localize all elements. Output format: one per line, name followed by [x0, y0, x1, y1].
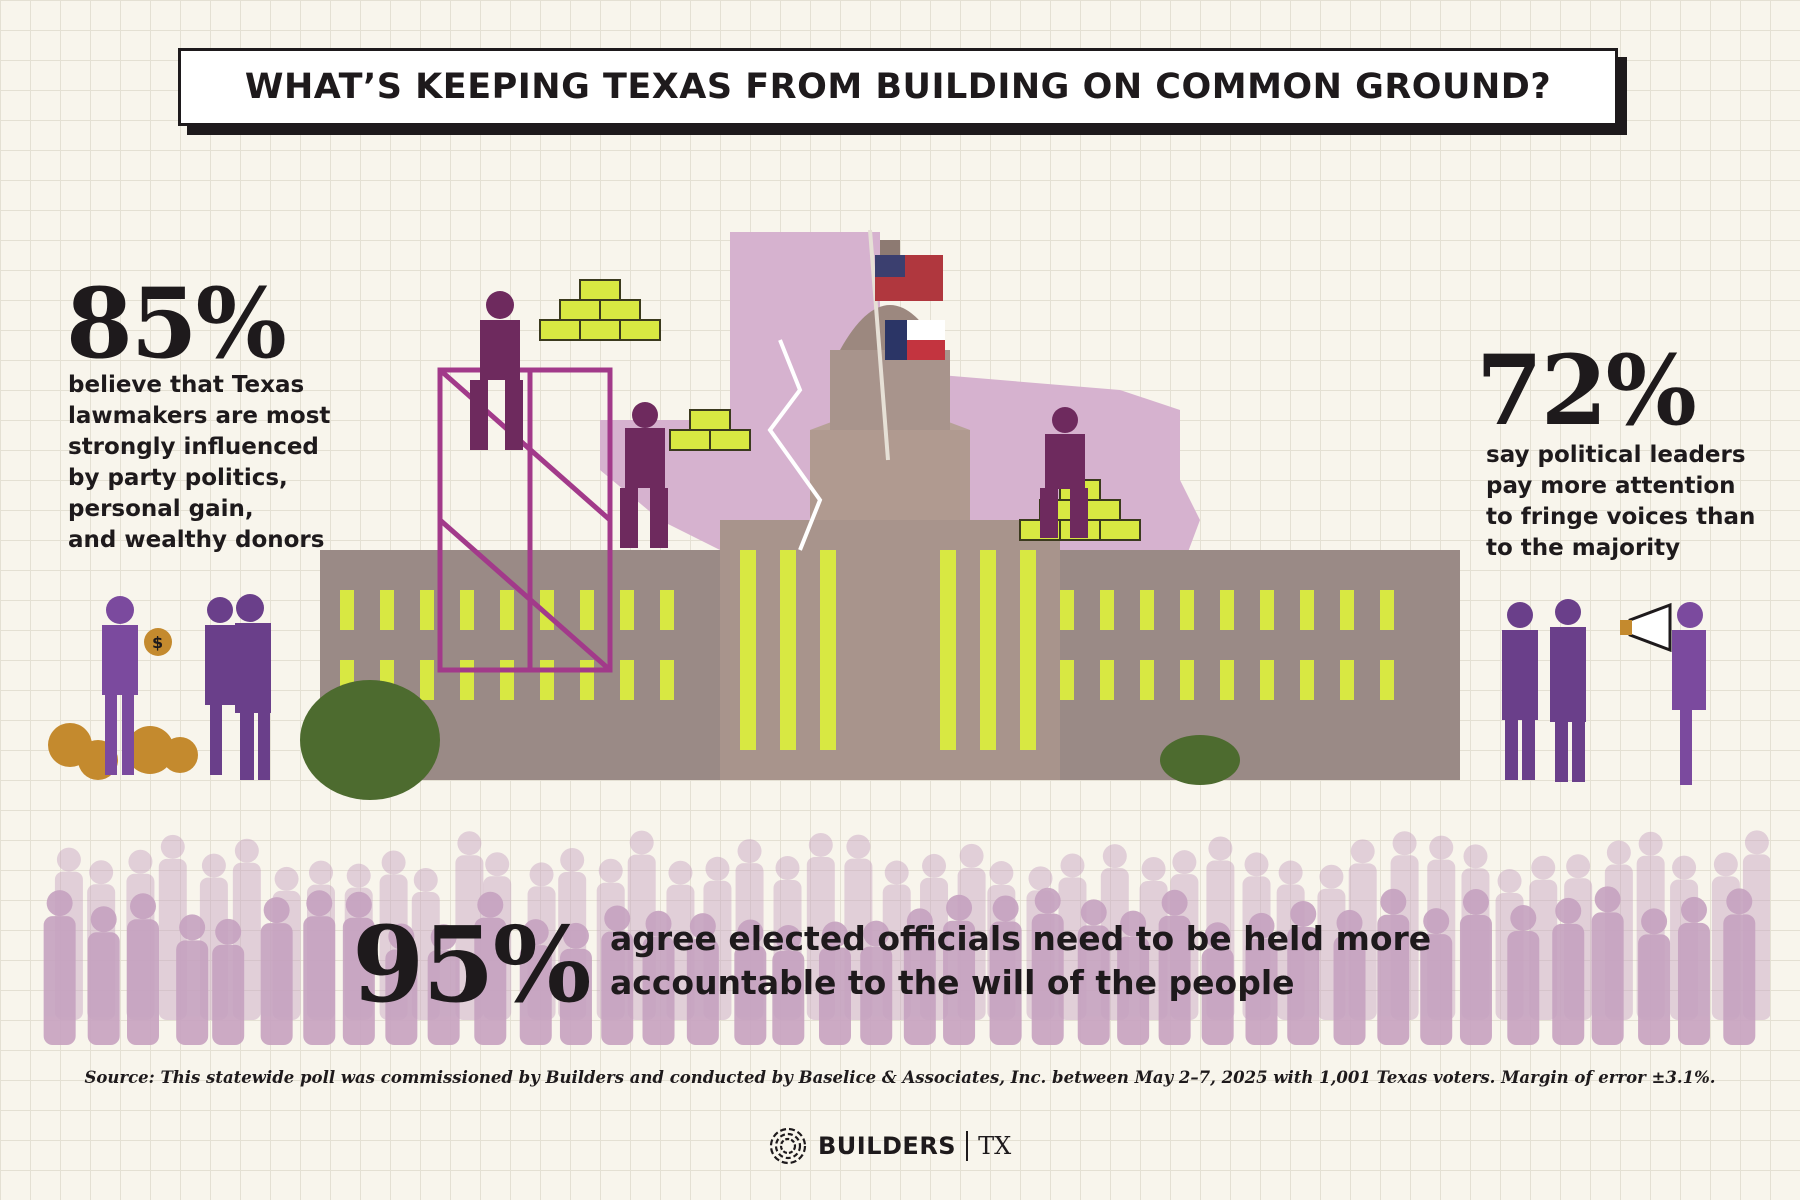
crowd-person: [342, 891, 375, 1045]
crowd-person: [1201, 922, 1234, 1045]
stat-85-line: lawmakers are most: [68, 403, 331, 429]
crowd-person: [1077, 899, 1110, 1045]
page-title: WHAT’S KEEPING TEXAS FROM BUILDING ON CO…: [244, 67, 1552, 107]
logo-divider: [966, 1131, 969, 1161]
capitol-drum: [830, 350, 950, 430]
crowd-person: [860, 920, 893, 1045]
builders-swirl-icon: [769, 1127, 807, 1165]
crowd-person: [1420, 908, 1453, 1045]
crowd-person: [1117, 910, 1150, 1045]
fringe-voices-illustration: [1502, 599, 1706, 785]
crowd-person: [87, 906, 120, 1045]
brand-region: TX: [978, 1132, 1012, 1160]
capitol-portico: [810, 430, 970, 520]
trees-left: [300, 680, 440, 800]
crowd-person: [1723, 888, 1756, 1045]
stat-85-value: 85%: [66, 267, 287, 380]
brick-stack-left: [539, 279, 661, 341]
stat-95-line: accountable to the will of the people: [610, 963, 1295, 1002]
stat-72-value: 72%: [1476, 334, 1697, 447]
crowd-person: [601, 905, 634, 1045]
stat-85-line: and wealthy donors: [68, 527, 325, 553]
woman-with-money: [102, 596, 138, 775]
crowd-person: [1507, 905, 1540, 1045]
crowd-person: [1287, 900, 1320, 1045]
crowd-person: [772, 924, 805, 1045]
crowd-person: [385, 923, 418, 1045]
builders-logo: BUILDERS TX: [768, 1126, 1011, 1166]
crowd-person: [903, 908, 936, 1045]
businessmen-silhouettes: [1502, 599, 1586, 782]
crowd-person: [127, 893, 160, 1045]
crowd-person: [1591, 886, 1624, 1045]
brick-stack-center: [669, 409, 751, 451]
crowd-person: [474, 891, 507, 1045]
trees-right: [1160, 735, 1240, 785]
megaphone-icon: [1620, 602, 1672, 653]
crowd-person: [303, 890, 336, 1045]
crowd-person: [1377, 888, 1410, 1045]
worker-center: [620, 402, 668, 548]
stat-85-line: believe that Texas: [68, 372, 305, 398]
scaffolding: [437, 367, 613, 673]
capitol-illustration: [300, 229, 1460, 800]
crowd-person: [1245, 912, 1278, 1045]
stat-85-line: by party politics,: [68, 465, 288, 491]
stat-85-line: strongly influenced: [68, 434, 319, 460]
money-symbol: $: [152, 633, 163, 652]
crowd-person: [1031, 887, 1064, 1045]
stat-72-line: say political leaders: [1486, 442, 1746, 468]
worker-cowboy: [470, 291, 523, 450]
crowd-person: [642, 910, 675, 1045]
crowd-person: [212, 918, 245, 1045]
crowd-person: [1677, 896, 1710, 1045]
capitol-crack: [767, 339, 823, 551]
stat-72-line: to fringe voices than: [1486, 504, 1756, 530]
stat-72-line: to the majority: [1486, 535, 1681, 561]
capitol-windows: [340, 550, 1394, 750]
couple-silhouettes: [205, 594, 271, 780]
donor-people-illustration: $: [48, 594, 271, 780]
stat-72-line: pay more attention: [1486, 473, 1736, 499]
crowd-person: [176, 914, 209, 1045]
crowd-person: [559, 922, 592, 1045]
flagpole: [868, 229, 890, 461]
worker-right: [1040, 407, 1088, 538]
stat-95-description: agree elected officials need to be held …: [610, 917, 1510, 1005]
crowd-person: [519, 919, 552, 1045]
crowd-person: [260, 897, 293, 1045]
crowd-illustration: [43, 830, 1770, 1045]
source-note: Source: This statewide poll was commissi…: [84, 1068, 1716, 1087]
crowd-person: [1333, 909, 1366, 1045]
stat-85-description: believe that Texas lawmakers are most st…: [68, 370, 368, 556]
crowd-person: [427, 924, 460, 1045]
stat-95-value: 95%: [352, 903, 592, 1026]
stat-95-line: agree elected officials need to be held …: [610, 919, 1432, 958]
crowd-person: [43, 890, 76, 1045]
crowd-person: [989, 895, 1022, 1045]
capitol-center-block: [720, 520, 1060, 780]
stat-85-line: personal gain,: [68, 496, 254, 522]
title-banner: WHAT’S KEEPING TEXAS FROM BUILDING ON CO…: [178, 48, 1618, 126]
woman-with-megaphone: [1672, 602, 1706, 785]
crowd-person: [686, 913, 719, 1045]
crowd-person: [734, 919, 767, 1045]
crowd-person: [1459, 889, 1492, 1045]
crowd-person: [1552, 897, 1585, 1045]
crowd-person: [943, 894, 976, 1045]
crowd-person: [1638, 908, 1671, 1045]
crowd-person: [1158, 889, 1191, 1045]
brand-name: BUILDERS: [818, 1132, 957, 1160]
crowd-person: [818, 921, 851, 1045]
stat-72-description: say political leaders pay more attention…: [1486, 440, 1786, 564]
